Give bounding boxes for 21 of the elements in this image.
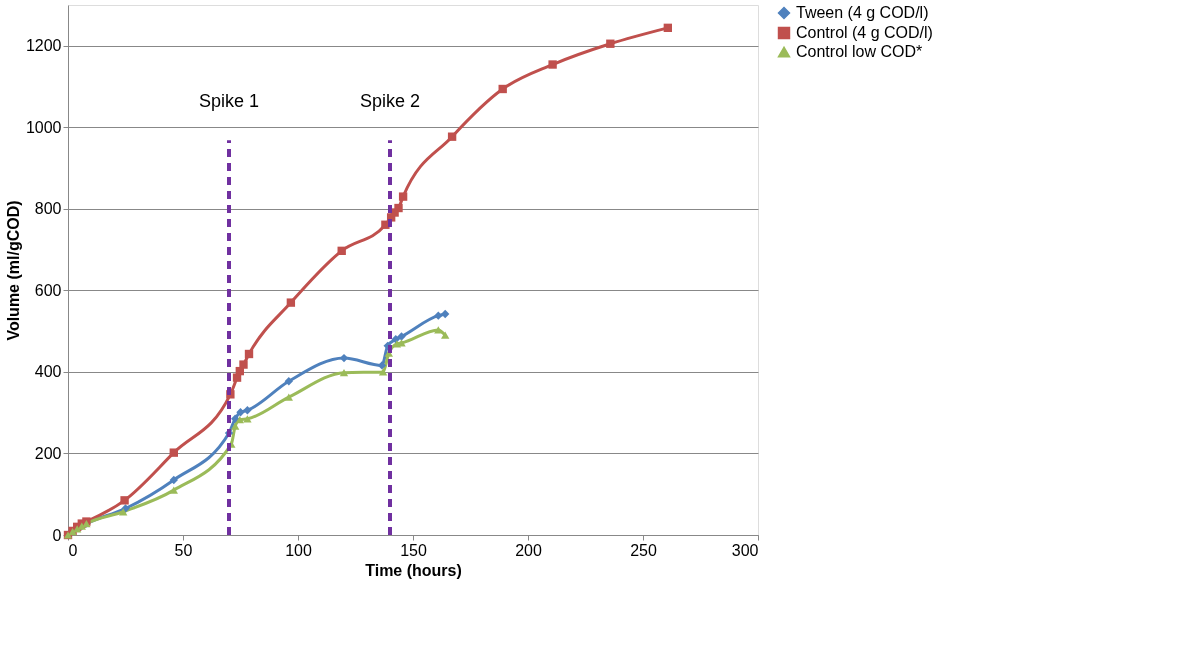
x-tick-label: 150 [400, 541, 427, 559]
y-tick-label: 600 [34, 281, 62, 299]
y-axis-title: Volume (ml/gCOD) [4, 200, 22, 341]
x-tick-label: 0 [68, 541, 78, 559]
legend-label: Tween (4 g COD/l) [796, 4, 929, 21]
ref-line-label: Spike 2 [359, 91, 421, 111]
ref-line-label: Spike 1 [198, 91, 260, 111]
legend-label: Control low COD* [796, 43, 923, 60]
y-tick-label: 400 [34, 363, 62, 381]
x-tick-label: 200 [515, 541, 542, 559]
y-tick-label: 200 [34, 444, 62, 462]
y-tick-label: 0 [52, 526, 62, 544]
legend-label: Control (4 g COD/l) [796, 24, 933, 41]
y-tick-label: 1200 [25, 37, 62, 55]
x-tick-label: 300 [731, 541, 759, 559]
x-tick-label: 100 [285, 541, 312, 559]
x-tick-label: 250 [630, 541, 657, 559]
x-tick-label: 50 [174, 541, 193, 559]
x-axis-title: Time (hours) [365, 561, 462, 579]
y-tick-label: 800 [34, 200, 62, 218]
y-tick-label: 1000 [25, 118, 62, 136]
